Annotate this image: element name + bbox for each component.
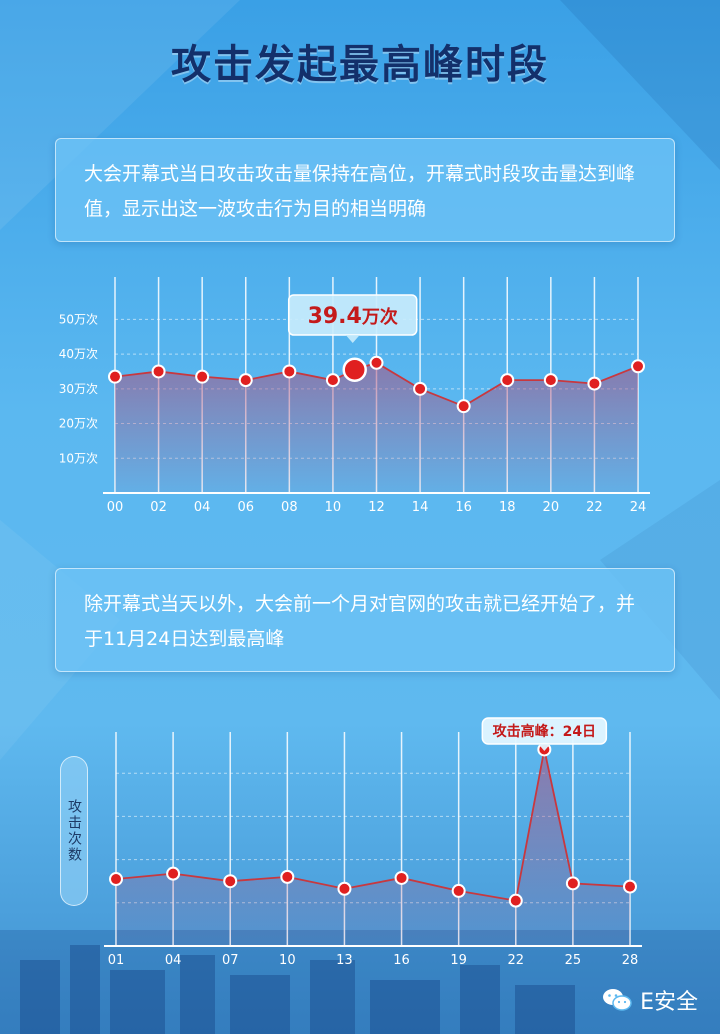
page-title: 攻击发起最高峰时段 [171,42,549,88]
data-point [282,364,297,379]
description-box-hourly: 大会开幕式当日攻击攻击量保持在高位，开幕式时段攻击量达到峰值，显示出这一波攻击行… [55,138,675,242]
data-point [413,381,428,396]
data-point [108,369,122,384]
x-tick-label: 13 [336,953,353,968]
y-tick-label: 20万次 [59,417,98,431]
data-point [280,869,295,884]
x-tick-label: 24 [630,500,647,515]
peak-annotation-pointer [345,335,360,343]
x-tick-label: 28 [622,953,639,968]
x-tick-label: 22 [508,953,525,968]
x-tick-label: 01 [108,953,125,968]
x-tick-label: 16 [455,500,472,515]
data-point [565,876,580,891]
data-point [109,872,123,887]
data-point [543,373,558,388]
data-point [337,881,352,896]
x-tick-label: 10 [325,500,342,515]
x-tick-label: 02 [150,500,167,515]
data-point [238,373,253,388]
data-point [325,373,340,388]
series-area [116,749,630,946]
peak-annotation-unit: 万次 [361,306,398,328]
data-point [451,883,466,898]
x-tick-label: 04 [165,953,182,968]
x-tick-label: 18 [499,500,516,515]
x-tick-label: 10 [279,953,296,968]
description-box-daily: 除开幕式当天以外，大会前一个月对官网的攻击就已经开始了，并于11月24日达到最高… [55,568,675,672]
x-tick-label: 14 [412,500,429,515]
description-text-daily: 除开幕式当天以外，大会前一个月对官网的攻击就已经开始了，并于11月24日达到最高… [84,593,636,650]
watermark: E安全 [602,984,698,1016]
daily-attack-chart: 01 04 07 10 13 16 19 22 25 28 攻击高峰：24日 [104,717,642,968]
wechat-icon [602,987,632,1013]
x-tick-label: 22 [586,500,603,515]
data-point [369,355,384,370]
y-tick-label: 40万次 [59,347,98,361]
data-point [500,373,515,388]
peak-annotation-pointer [538,744,551,751]
x-tick-label: 08 [281,500,298,515]
y-axis-label: 攻击次数 [60,756,88,906]
description-text-hourly: 大会开幕式当日攻击攻击量保持在高位，开幕式时段攻击量达到峰值，显示出这一波攻击行… [84,163,636,220]
x-tick-label: 07 [222,953,239,968]
x-tick-label: 06 [237,500,254,515]
data-point [223,874,238,889]
y-tick-label: 10万次 [59,451,98,465]
x-tick-label: 20 [543,500,560,515]
data-point [151,364,166,379]
data-point [623,879,637,894]
peak-annotation-text: 攻击高峰：24日 [493,723,596,740]
data-point [166,866,181,881]
data-point [456,399,471,414]
data-point [631,359,645,374]
x-tick-label: 00 [107,500,124,515]
peak-point [342,357,367,382]
peak-annotation-text: 39.4万次 [308,304,398,329]
data-point [587,376,602,391]
y-tick-label: 50万次 [59,312,98,326]
y-tick-label: 30万次 [59,382,98,396]
x-tick-label: 16 [393,953,410,968]
x-tick-label: 19 [450,953,467,968]
x-tick-label: 04 [194,500,211,515]
watermark-text: E安全 [640,990,698,1015]
x-tick-label: 25 [565,953,582,968]
data-point [508,893,523,908]
peak-annotation-value: 39.4 [308,304,362,329]
x-tick-label: 12 [368,500,385,515]
series-area [115,362,638,493]
data-point [195,369,210,384]
data-point [394,870,409,885]
